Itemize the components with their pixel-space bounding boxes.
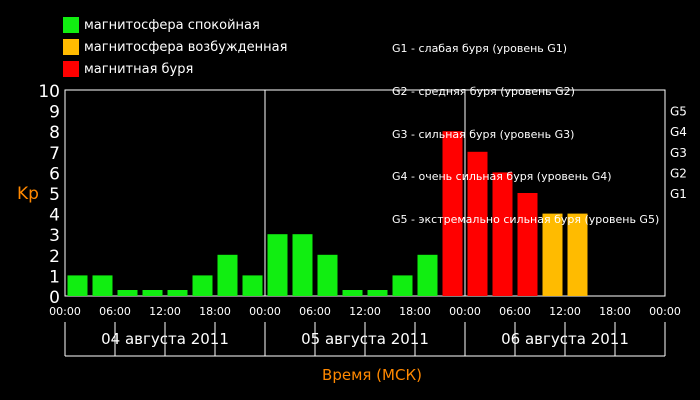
x-tick-label: 12:00 [549,305,581,318]
legend-item-storm: магнитная буря [63,59,193,79]
plot-frame [64,89,666,297]
kp-bar [92,275,113,296]
day-label: 04 августа 2011 [101,330,229,348]
y-tick-label: 2 [49,247,60,267]
kp-bar [192,275,213,296]
kp-bar [167,290,188,296]
x-tick-label: 12:00 [149,305,181,318]
g-tick-label: G5 [670,105,687,119]
x-tick-label: 00:00 [49,305,81,318]
y-tick-label: 1 [49,267,60,287]
x-tick-label: 18:00 [599,305,631,318]
legend-swatch-active [63,39,79,55]
kp-bar [567,213,588,296]
y-tick-label: 9 [49,103,60,123]
g-legend-g1: G1 - слабая буря (уровень G1) [392,42,568,56]
y-tick-label: 6 [49,164,60,184]
x-tick-label: 18:00 [399,305,431,318]
kp-bar [517,193,538,296]
kp-bar [267,234,288,296]
day-label: 06 августа 2011 [501,330,629,348]
y-axis-title: Kp [17,184,39,204]
y-tick-label: 0 [49,288,60,308]
kp-bar [67,275,88,296]
y-tick-label: 7 [49,144,60,164]
g-legend-g5: G5 - экстремально сильная буря (уровень … [392,212,660,226]
y-tick-label: 4 [49,206,60,226]
y-tick-label: 8 [49,123,60,143]
kp-bar [492,172,513,296]
kp-bar [292,234,313,296]
x-tick-label: 12:00 [349,305,381,318]
y-tick-label: 10 [38,82,60,102]
x-axis-title: Время (МСК) [322,366,422,384]
x-tick-label: 06:00 [499,305,531,318]
x-tick-label: 00:00 [449,305,481,318]
x-tick-label: 18:00 [199,305,231,318]
x-tick-label: 06:00 [99,305,131,318]
kp-bar [367,290,388,296]
g-tick-label: G3 [670,146,687,160]
x-tick-label: 06:00 [299,305,331,318]
legend-swatch-quiet [63,17,79,33]
g-legend-g2: G2 - средняя буря (уровень G2) [392,85,575,98]
kp-bar [142,290,163,296]
kp-bar [417,254,438,296]
kp-bar [392,275,413,296]
legend-item-active: магнитосфера возбужденная [63,37,287,57]
g-tick-label: G1 [670,187,687,201]
g-tick-label: G2 [670,166,687,180]
kp-bar [117,290,138,296]
kp-bar [242,275,263,296]
g-legend-g3: G3 - сильная буря (уровень G3) [392,127,575,141]
kp-bar [442,131,463,296]
kp-bar [342,290,363,296]
kp-bar [217,254,238,296]
kp-bar [317,254,338,296]
legend-item-quiet: магнитосфера спокойная [63,15,260,35]
y-tick-label: 5 [49,185,60,205]
kp-bar [542,213,563,296]
legend-label-quiet: магнитосфера спокойная [84,17,260,33]
day-label: 05 августа 2011 [301,330,429,348]
x-tick-label: 00:00 [649,305,681,318]
x-tick-label: 00:00 [249,305,281,318]
kp-bar [467,151,488,296]
g-legend-g4: G4 - очень сильная буря (уровень G4) [392,170,612,184]
legend-label-storm: магнитная буря [84,61,194,77]
g-level-legend: G1 - слабая буря (уровень G1) G2 - средн… [392,14,659,241]
g-tick-label: G4 [670,125,687,139]
legend-swatch-storm [63,61,79,77]
y-tick-label: 3 [49,226,60,246]
legend-label-active: магнитосфера возбужденная [84,39,288,55]
